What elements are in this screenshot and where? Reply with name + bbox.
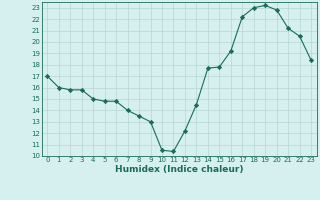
X-axis label: Humidex (Indice chaleur): Humidex (Indice chaleur) xyxy=(115,165,244,174)
